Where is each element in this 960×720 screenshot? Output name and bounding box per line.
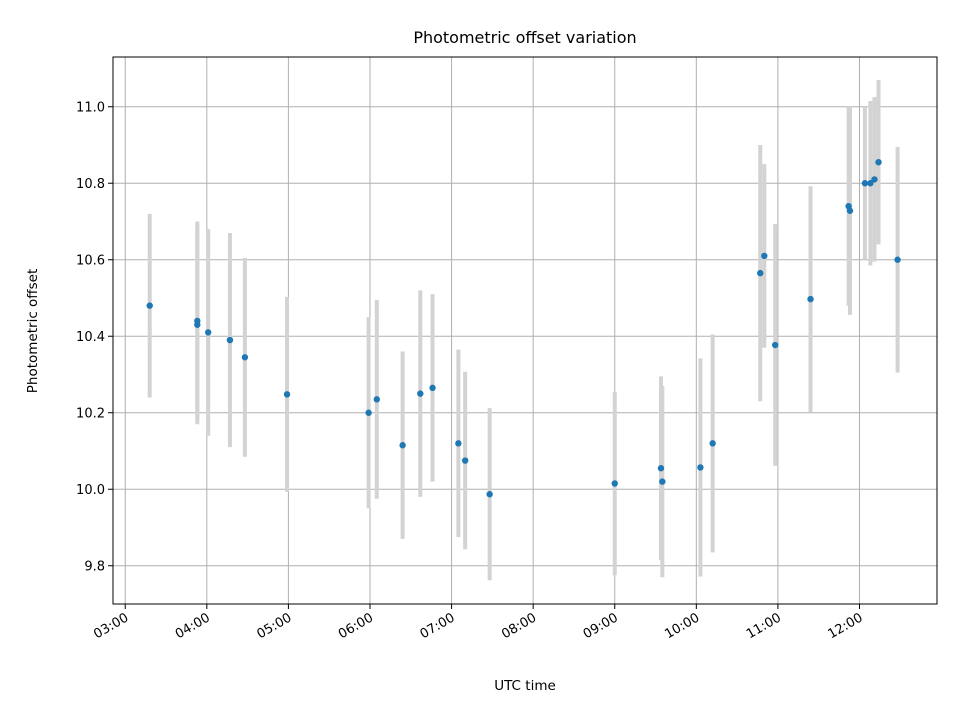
data-point [399,442,406,449]
x-tick-label: 12:00 [826,610,866,642]
data-point [611,480,618,487]
chart-title: Photometric offset variation [413,28,636,47]
data-point [871,176,878,183]
data-point [417,390,424,397]
y-tick-label: 11.0 [76,101,105,116]
data-point [455,440,462,447]
data-point [894,256,901,263]
x-axis-label: UTC time [494,678,556,694]
x-tick-label: 04:00 [173,610,213,642]
x-tick-label: 03:00 [91,610,131,642]
data-point [146,302,153,309]
data-point [861,180,869,187]
x-axis-ticks: 03:00 04:00 05:00 06:00 07:00 08:00 09:00 10:00… [91,604,865,642]
y-tick-label: 10.2 [76,407,105,422]
data-point [757,269,764,277]
data-point [226,336,234,344]
data-point [373,396,380,403]
x-tick-label: 06:00 [336,610,376,642]
y-axis-ticks: 9.8 10.0 10.2 10.4 10.6 10.8 11.0 [76,101,113,575]
x-tick-label: 08:00 [499,610,539,642]
data-point [875,158,882,166]
y-axis-label: Photometric offset [25,269,41,393]
data-point [659,478,666,485]
data-point [709,440,716,447]
y-tick-label: 10.8 [76,177,105,192]
data-point [194,317,201,325]
data-point [807,295,814,303]
data-point [771,341,779,349]
data-point [241,354,249,361]
x-tick-label: 11:00 [744,610,784,642]
plot-frame [112,56,938,605]
data-point [486,491,493,498]
y-tick-label: 10.0 [76,483,105,498]
x-tick-label: 09:00 [581,610,621,642]
x-tick-label: 05:00 [254,610,294,642]
data-point [365,409,372,416]
data-point [846,207,854,214]
data-point [429,384,436,392]
x-tick-label: 10:00 [662,610,702,642]
x-tick-label: 07:00 [418,610,458,642]
data-point [204,329,212,336]
data-points [146,158,901,498]
data-point [761,252,768,260]
data-point [697,464,704,471]
data-point [867,180,874,187]
grid [113,57,937,604]
y-tick-label: 10.6 [76,254,105,269]
data-point [283,391,291,398]
y-tick-label: 10.4 [76,330,105,345]
data-point [657,465,665,472]
y-tick-label: 9.8 [84,560,105,575]
error-bars [147,79,900,581]
data-point [461,457,469,464]
